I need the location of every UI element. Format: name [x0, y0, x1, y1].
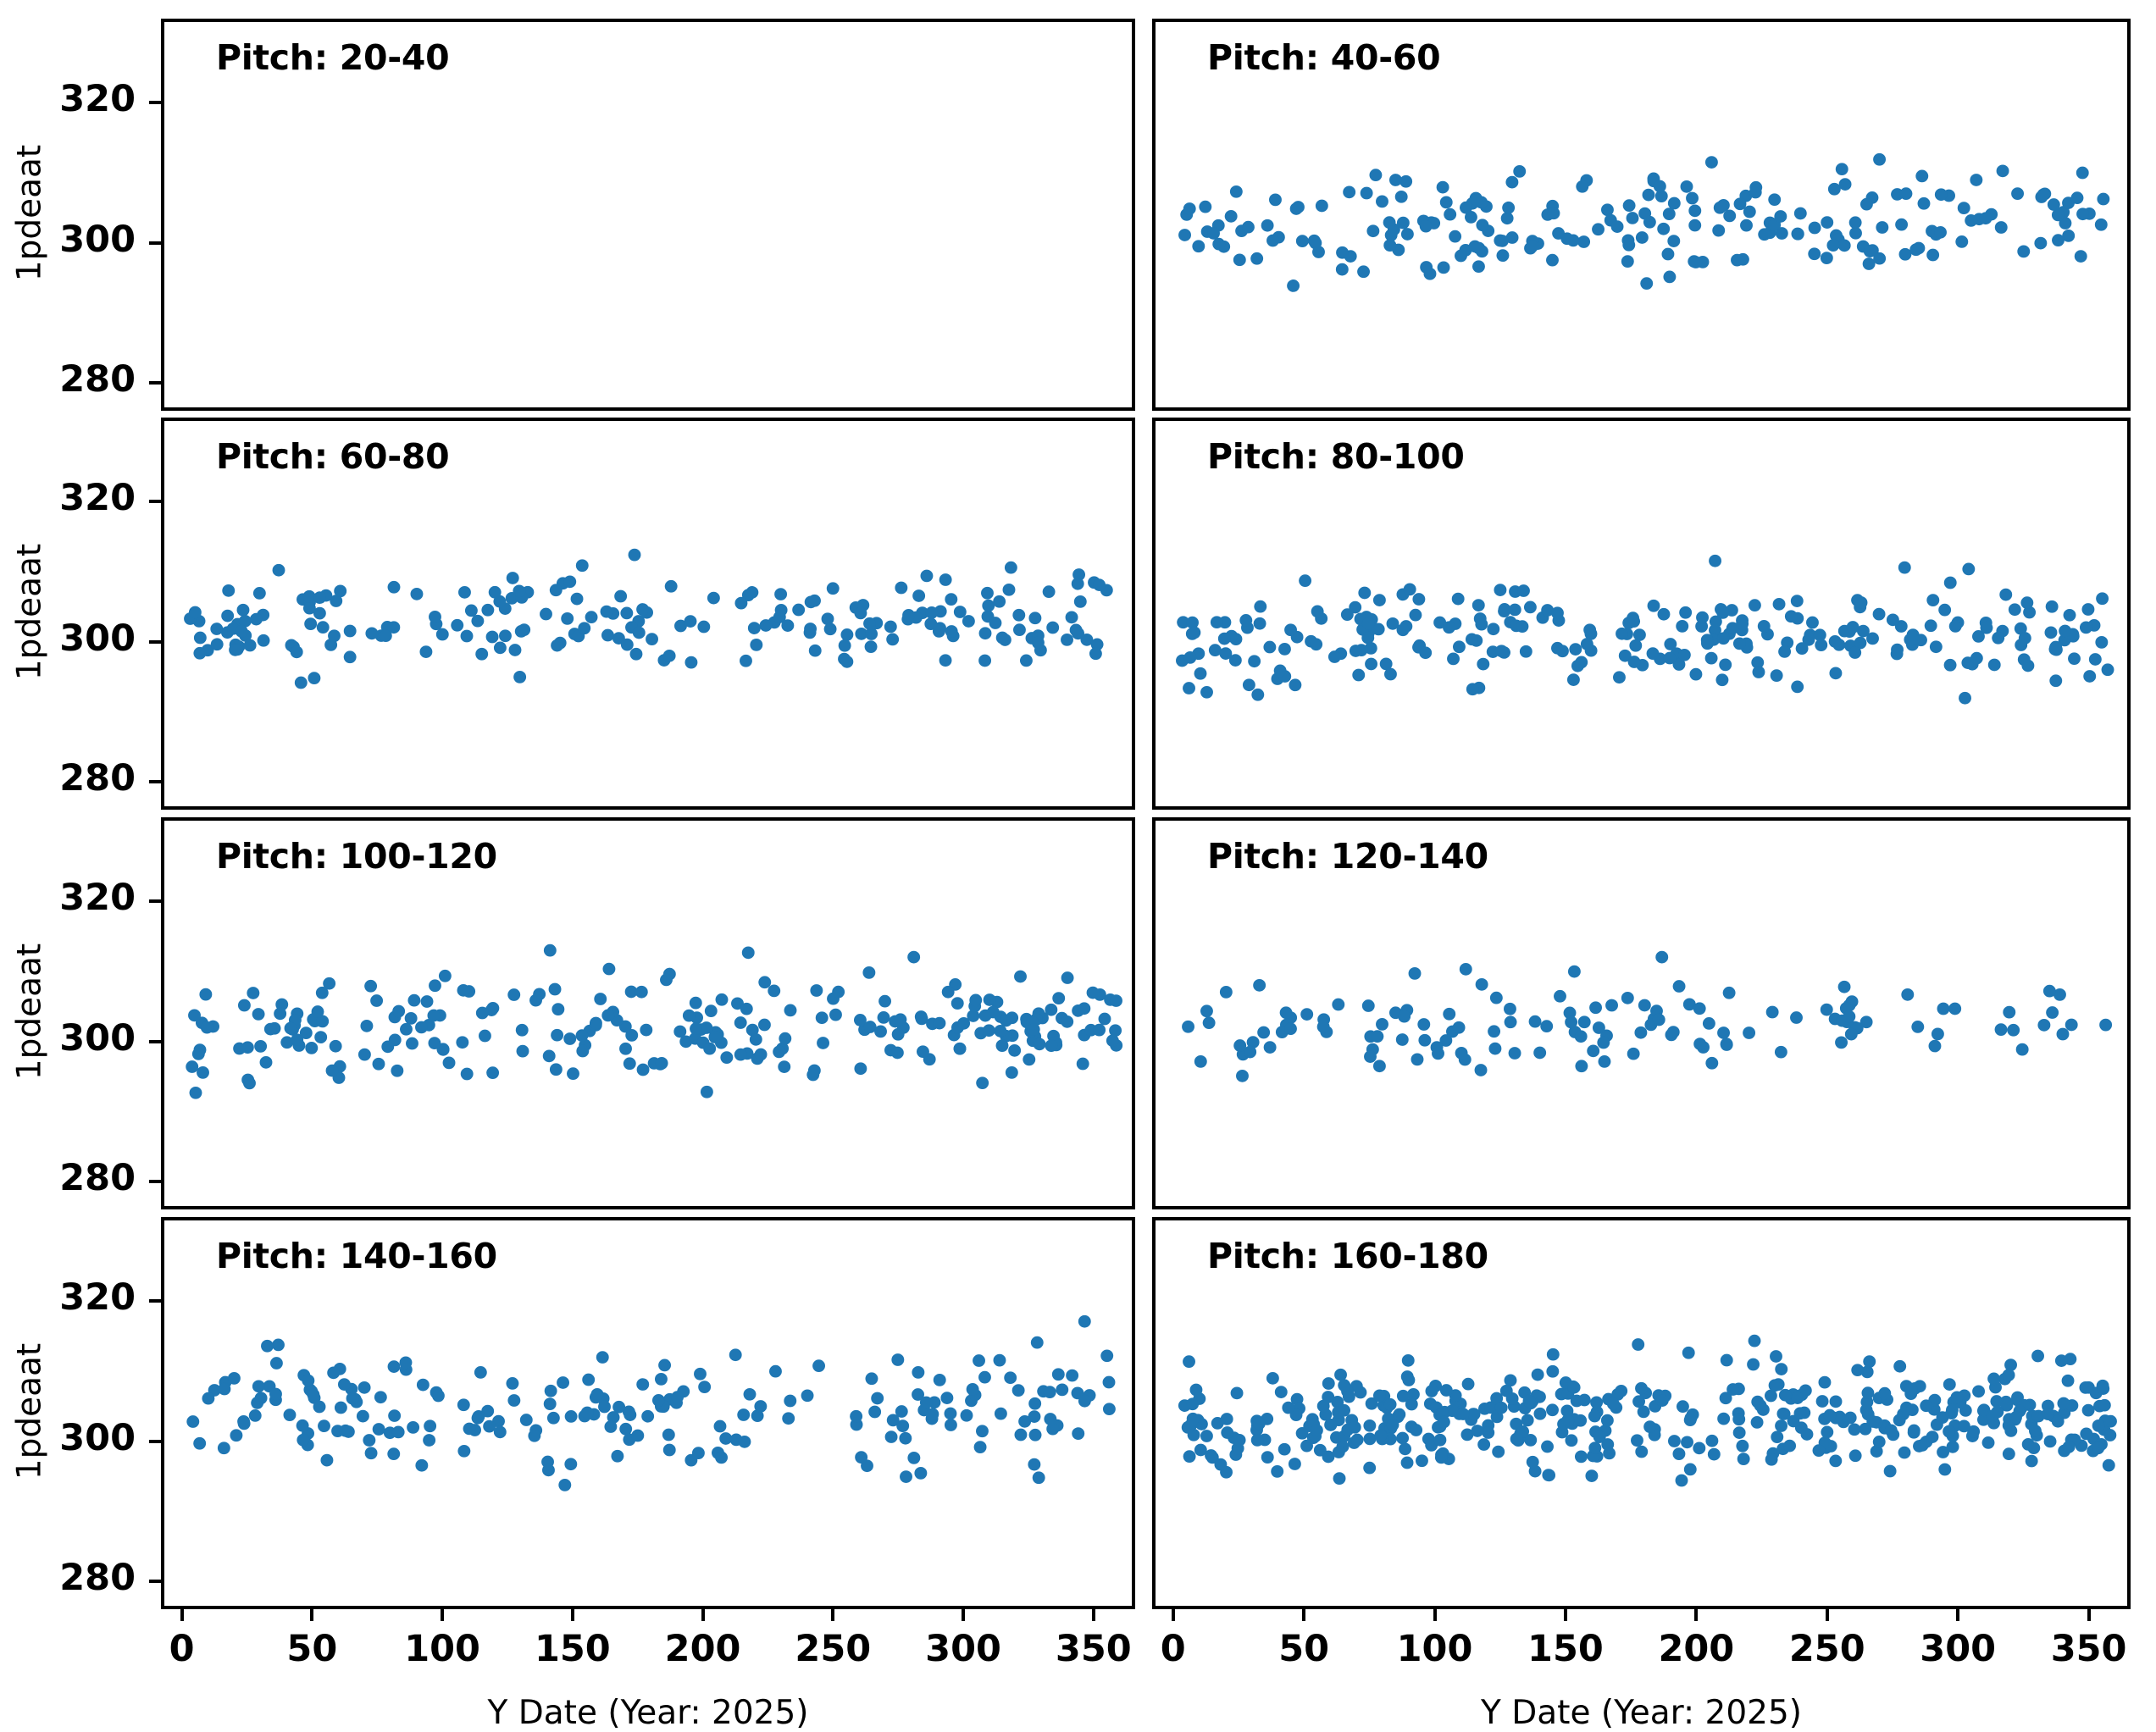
x-tick-label: 250 — [1788, 1628, 1865, 1670]
y-tick-mark — [149, 1039, 161, 1043]
x-tick-mark — [1694, 1609, 1699, 1621]
y-tick-label: 300 — [59, 218, 136, 261]
x-tick-label: 200 — [1658, 1628, 1735, 1670]
y-tick-mark — [149, 500, 161, 504]
x-tick-label: 300 — [925, 1628, 1001, 1670]
x-tick-mark — [441, 1609, 445, 1621]
scatter-panel-p5 — [161, 817, 1135, 1209]
x-tick-mark — [701, 1609, 705, 1621]
y-tick-label: 280 — [59, 1156, 136, 1199]
panel-title-p5: Pitch: 100-120 — [216, 836, 497, 877]
data-points-p6 — [1182, 950, 2113, 1082]
x-tick-mark — [180, 1609, 184, 1621]
x-tick-mark — [1825, 1609, 1829, 1621]
x-tick-label: 50 — [286, 1628, 338, 1670]
scatter-panel-p8 — [1152, 1217, 2131, 1609]
scatter-panel-p3 — [161, 418, 1135, 810]
x-tick-mark — [1563, 1609, 1567, 1621]
y-tick-label: 280 — [59, 1556, 136, 1599]
data-points-p7 — [186, 1314, 1116, 1491]
panel-title-p1: Pitch: 20-40 — [216, 37, 450, 78]
scatter-panel-p6 — [1152, 817, 2131, 1209]
data-points-p1 — [164, 22, 1132, 407]
x-tick-mark — [570, 1609, 574, 1621]
data-points-p5 — [186, 943, 1123, 1099]
y-tick-label: 320 — [59, 877, 136, 920]
x-tick-mark — [1302, 1609, 1306, 1621]
y-tick-label: 280 — [59, 357, 136, 401]
x-tick-label: 350 — [2050, 1628, 2127, 1670]
panel-title-p2: Pitch: 40-60 — [1207, 37, 1441, 78]
y-tick-mark — [149, 241, 161, 245]
y-tick-mark — [149, 779, 161, 783]
scatter-panel-p1 — [161, 19, 1135, 411]
y-tick-label: 300 — [59, 1016, 136, 1060]
scatter-panel-p4 — [1152, 418, 2131, 810]
x-tick-mark — [1956, 1609, 1960, 1621]
x-tick-label: 300 — [1920, 1628, 1997, 1670]
y-tick-mark — [149, 639, 161, 644]
y-axis-label: 1pdeaat — [10, 1342, 49, 1480]
data-points-p3 — [184, 548, 1113, 689]
data-points-p2 — [1178, 152, 2110, 292]
x-axis-label: Y Date (Year: 2025) — [1481, 1694, 1802, 1732]
x-tick-label: 50 — [1278, 1628, 1330, 1670]
x-tick-mark — [1171, 1609, 1175, 1621]
x-tick-label: 150 — [534, 1628, 611, 1670]
y-tick-mark — [149, 899, 161, 904]
x-tick-label: 0 — [169, 1628, 195, 1670]
x-tick-mark — [1091, 1609, 1095, 1621]
panel-title-p7: Pitch: 140-160 — [216, 1236, 497, 1276]
y-tick-label: 300 — [59, 1416, 136, 1459]
y-tick-label: 320 — [59, 78, 136, 121]
x-tick-label: 0 — [1160, 1628, 1186, 1670]
panel-title-p8: Pitch: 160-180 — [1207, 1236, 1488, 1276]
y-axis-label: 1pdeaat — [10, 543, 49, 680]
y-tick-mark — [149, 1439, 161, 1443]
y-tick-mark — [149, 1579, 161, 1583]
x-tick-label: 150 — [1527, 1628, 1604, 1670]
x-tick-label: 100 — [1396, 1628, 1473, 1670]
panel-title-p6: Pitch: 120-140 — [1207, 836, 1488, 877]
x-tick-mark — [831, 1609, 835, 1621]
y-tick-mark — [149, 380, 161, 385]
y-tick-label: 300 — [59, 617, 136, 660]
scatter-panel-p7 — [161, 1217, 1135, 1609]
y-tick-label: 320 — [59, 477, 136, 520]
x-tick-label: 100 — [404, 1628, 480, 1670]
y-tick-mark — [149, 1299, 161, 1303]
scatter-panel-p2 — [1152, 19, 2131, 411]
x-tick-label: 250 — [795, 1628, 872, 1670]
y-axis-label: 1pdeaat — [10, 144, 49, 281]
x-axis-label: Y Date (Year: 2025) — [487, 1694, 809, 1732]
data-points-p8 — [1178, 1334, 2117, 1487]
x-tick-label: 200 — [664, 1628, 741, 1670]
x-tick-mark — [962, 1609, 966, 1621]
y-tick-label: 320 — [59, 1276, 136, 1320]
x-tick-mark — [310, 1609, 314, 1621]
panel-title-p4: Pitch: 80-100 — [1207, 436, 1465, 477]
panel-title-p3: Pitch: 60-80 — [216, 436, 450, 477]
y-axis-label: 1pdeaat — [10, 943, 49, 1080]
y-tick-mark — [149, 101, 161, 105]
y-tick-label: 280 — [59, 756, 136, 800]
x-tick-mark — [2087, 1609, 2091, 1621]
data-points-p4 — [1176, 554, 2114, 705]
x-tick-label: 350 — [1055, 1628, 1132, 1670]
y-tick-mark — [149, 1179, 161, 1183]
x-tick-mark — [1433, 1609, 1437, 1621]
